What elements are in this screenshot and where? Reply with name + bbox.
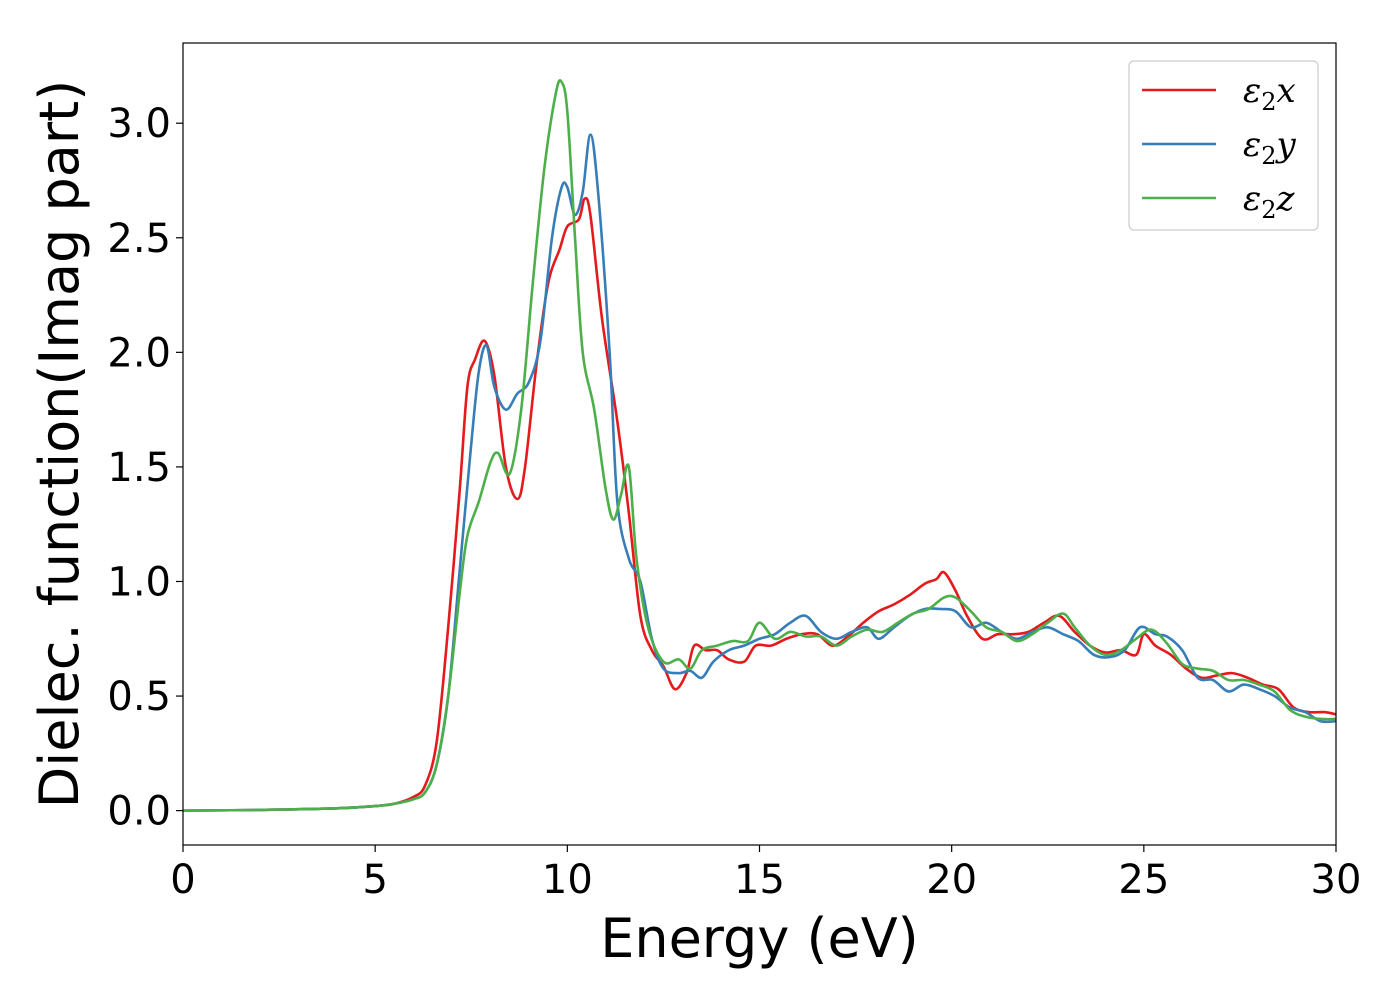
x-tick-label: 5 <box>362 857 387 903</box>
series-layer <box>183 79 1336 812</box>
y-tick-label: 2.5 <box>107 216 171 262</box>
x-axis-label: Energy (eV) <box>600 907 919 970</box>
y-tick-label: 2.0 <box>107 330 171 376</box>
legend-label-y: ε2y <box>1243 125 1297 170</box>
x-tick-label: 15 <box>734 857 785 903</box>
series-line-y <box>183 133 1336 812</box>
y-tick-label: 0.5 <box>107 674 171 720</box>
x-axis-ticks: 0 5 10 15 20 25 30 <box>170 845 1361 903</box>
y-tick-label: 1.5 <box>107 445 171 491</box>
y-axis-label: Dielec. function(Imag part) <box>28 80 91 809</box>
x-tick-label: 20 <box>926 857 977 903</box>
series-line-z <box>183 79 1336 812</box>
legend: ε2x ε2y ε2z <box>1128 60 1319 231</box>
x-tick-label: 25 <box>1118 857 1169 903</box>
y-tick-label: 0.0 <box>107 789 171 835</box>
series-line-x <box>183 196 1336 812</box>
x-tick-label: 10 <box>542 857 593 903</box>
legend-label-z: ε2z <box>1243 179 1296 224</box>
x-tick-label: 0 <box>170 857 195 903</box>
x-tick-label: 30 <box>1311 857 1362 903</box>
y-tick-label: 1.0 <box>107 559 171 605</box>
legend-box <box>1128 60 1319 231</box>
y-axis-ticks: 0.0 0.5 1.0 1.5 2.0 2.5 3.0 <box>107 101 183 835</box>
plot-frame <box>182 42 1337 846</box>
legend-label-x: ε2x <box>1243 71 1296 116</box>
y-tick-label: 3.0 <box>107 101 171 147</box>
